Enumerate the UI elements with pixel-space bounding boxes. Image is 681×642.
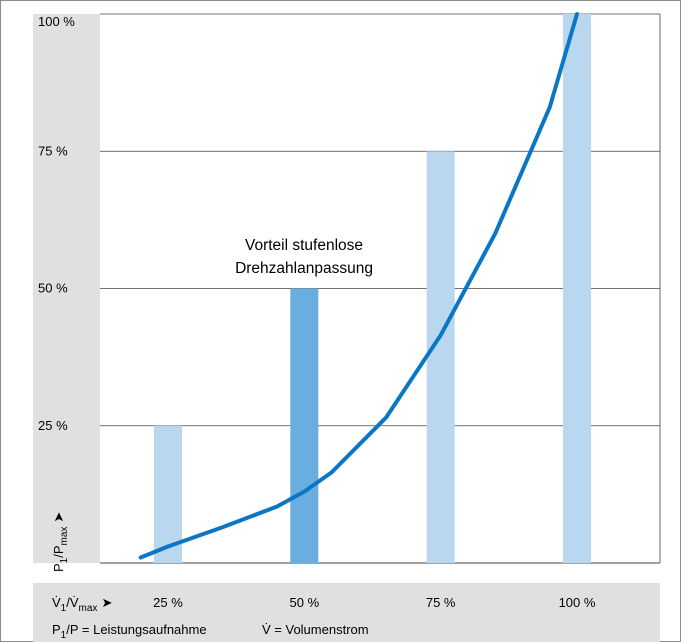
legend-power: P1/P = Leistungsaufnahme (52, 622, 207, 641)
x-axis-label: V̇1/V̇max ➤ (52, 595, 112, 614)
x-tick-label: 100 % (559, 595, 596, 610)
y-axis-panel (33, 14, 100, 563)
bars (154, 14, 591, 563)
legend-flow: V̇ = Volumenstrom (262, 622, 369, 637)
y-tick-label: 100 % (38, 14, 75, 29)
y-tick-label: 50 % (38, 281, 68, 296)
x-tick-label: 75 % (426, 595, 456, 610)
y-axis-label: P1/Pmax➤ (51, 512, 70, 572)
power-curve (138, 12, 579, 560)
y-tick-label: 75 % (38, 143, 68, 158)
y-tick-label: 25 % (38, 418, 68, 433)
bar (154, 425, 182, 563)
svg-text:P1/Pmax➤: P1/Pmax➤ (51, 512, 70, 572)
bar (563, 14, 591, 563)
bar (426, 151, 455, 563)
annotation-line-2: Drehzahlanpassung (235, 260, 373, 277)
y-tick-labels: 25 % 50 % 75 % 100 % (38, 14, 75, 433)
x-axis-panel (33, 583, 660, 642)
x-tick-label: 50 % (290, 595, 320, 610)
x-tick-label: 25 % (153, 595, 183, 610)
bar (290, 288, 319, 563)
x-tick-labels: 25 % 50 % 75 % 100 % (153, 595, 596, 610)
annotation-line-1: Vorteil stufenlose (245, 237, 363, 254)
